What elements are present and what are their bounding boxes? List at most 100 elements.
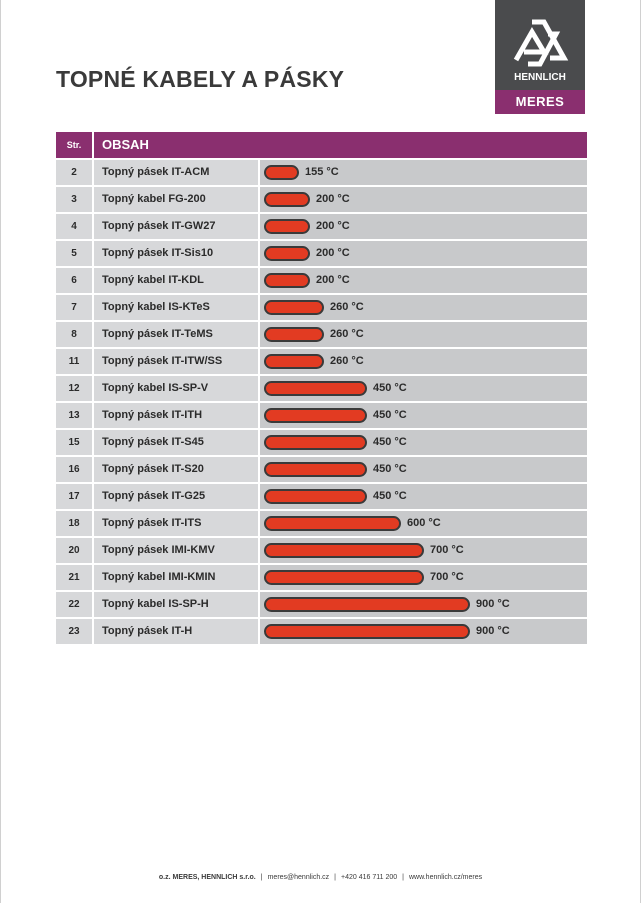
footer: o.z. MERES, HENNLICH s.r.o. | meres@hennli… <box>158 874 483 881</box>
row-temperature-cell: 450 °C <box>258 430 587 455</box>
table-row: 22 Topný kabel IS-SP-H 900 °C <box>56 592 587 617</box>
temperature-label: 260 °C <box>330 355 364 367</box>
table-row: 17 Topný pásek IT-G25 450 °C <box>56 484 587 509</box>
hennlich-logo-icon <box>513 19 569 67</box>
row-product-name: Topný pásek IT-TeMS <box>92 322 258 347</box>
footer-phone: +420 416 711 200 <box>341 874 398 881</box>
row-page-number: 6 <box>71 275 77 286</box>
row-product-name: Topný kabel IS-KTeS <box>92 295 258 320</box>
row-product-name: Topný kabel FG-200 <box>92 187 258 212</box>
row-temperature-cell: 450 °C <box>258 403 587 428</box>
row-temperature-cell: 700 °C <box>258 538 587 563</box>
row-temperature-cell: 155 °C <box>258 160 587 185</box>
table-row: 7 Topný kabel IS-KTeS 260 °C <box>56 295 587 320</box>
temperature-bar <box>264 570 424 585</box>
row-temperature-cell: 200 °C <box>258 214 587 239</box>
row-page-number: 13 <box>68 410 80 421</box>
temperature-bar <box>264 192 310 207</box>
temperature-label: 700 °C <box>430 571 464 583</box>
page-title: TOPNÉ KABELY A PÁSKY <box>56 66 345 92</box>
temperature-bar <box>264 597 470 612</box>
temperature-bar <box>264 462 367 477</box>
temperature-label: 600 °C <box>407 517 441 529</box>
table-row: 4 Topný pásek IT-GW27 200 °C <box>56 214 587 239</box>
hennlich-meres-logo: HENNLICH MERES <box>495 0 585 114</box>
temperature-label: 200 °C <box>316 220 350 232</box>
row-product-name: Topný kabel IMI-KMIN <box>92 565 258 590</box>
contents-table: Str. OBSAH 2 Topný pásek IT-ACM 155 °C 3 Top… <box>56 132 587 644</box>
row-temperature-cell: 260 °C <box>258 349 587 374</box>
table-row: 11 Topný pásek IT-ITW/SS 260 °C <box>56 349 587 374</box>
temperature-label: 450 °C <box>373 382 407 394</box>
row-temperature-cell: 200 °C <box>258 241 587 266</box>
temperature-label: 200 °C <box>316 193 350 205</box>
row-product-name: Topný kabel IS-SP-H <box>92 592 258 617</box>
row-page-number: 8 <box>71 329 77 340</box>
row-page-number: 15 <box>68 437 80 448</box>
table-row: 15 Topný pásek IT-S45 450 °C <box>56 430 587 455</box>
row-page-number: 22 <box>68 599 80 610</box>
temperature-label: 200 °C <box>316 274 350 286</box>
footer-web[interactable]: www.hennlich.cz/meres <box>408 874 483 881</box>
row-page-number: 17 <box>68 491 80 502</box>
row-product-name: Topný pásek IT-S45 <box>92 430 258 455</box>
table-row: 3 Topný kabel FG-200 200 °C <box>56 187 587 212</box>
row-temperature-cell: 600 °C <box>258 511 587 536</box>
row-product-name: Topný pásek IT-ACM <box>92 160 258 185</box>
header-contents-label: OBSAH <box>92 132 587 158</box>
temperature-bar <box>264 273 310 288</box>
row-temperature-cell: 260 °C <box>258 295 587 320</box>
row-product-name: Topný pásek IT-Sis10 <box>92 241 258 266</box>
table-row: 23 Topný pásek IT-H 900 °C <box>56 619 587 644</box>
temperature-label: 450 °C <box>373 490 407 502</box>
row-page-number: 2 <box>71 167 77 178</box>
table-header: Str. OBSAH <box>56 132 587 158</box>
row-page-number: 20 <box>68 545 80 556</box>
temperature-label: 900 °C <box>476 598 510 610</box>
row-temperature-cell: 450 °C <box>258 457 587 482</box>
table-row: 20 Topný pásek IMI-KMV 700 °C <box>56 538 587 563</box>
temperature-label: 260 °C <box>330 328 364 340</box>
table-row: 18 Topný pásek IT-ITS 600 °C <box>56 511 587 536</box>
logo-division-text: MERES <box>495 90 585 114</box>
row-temperature-cell: 200 °C <box>258 268 587 293</box>
row-product-name: Topný pásek IT-G25 <box>92 484 258 509</box>
table-row: 21 Topný kabel IMI-KMIN 700 °C <box>56 565 587 590</box>
row-product-name: Topný pásek IT-H <box>92 619 258 644</box>
temperature-label: 700 °C <box>430 544 464 556</box>
logo-brand-text: HENNLICH <box>514 72 566 83</box>
row-page-number: 21 <box>68 572 80 583</box>
row-page-number: 4 <box>71 221 77 232</box>
table-row: 12 Topný kabel IS-SP-V 450 °C <box>56 376 587 401</box>
footer-email[interactable]: meres@hennlich.cz <box>267 874 330 881</box>
row-product-name: Topný kabel IS-SP-V <box>92 376 258 401</box>
row-temperature-cell: 450 °C <box>258 376 587 401</box>
temperature-bar <box>264 543 424 558</box>
row-product-name: Topný pásek IT-S20 <box>92 457 258 482</box>
row-page-number: 23 <box>68 626 80 637</box>
table-row: 2 Topný pásek IT-ACM 155 °C <box>56 160 587 185</box>
temperature-label: 155 °C <box>305 166 339 178</box>
temperature-bar <box>264 246 310 261</box>
temperature-bar <box>264 624 470 639</box>
temperature-bar <box>264 381 367 396</box>
table-row: 13 Topný pásek IT-ITH 450 °C <box>56 403 587 428</box>
row-product-name: Topný pásek IT-ITW/SS <box>92 349 258 374</box>
row-temperature-cell: 700 °C <box>258 565 587 590</box>
row-page-number: 11 <box>68 356 80 367</box>
row-product-name: Topný pásek IT-ITH <box>92 403 258 428</box>
row-page-number: 5 <box>71 248 77 259</box>
temperature-bar <box>264 435 367 450</box>
row-page-number: 7 <box>71 302 77 313</box>
temperature-label: 450 °C <box>373 436 407 448</box>
temperature-bar <box>264 408 367 423</box>
temperature-label: 450 °C <box>373 409 407 421</box>
temperature-bar <box>264 327 324 342</box>
row-page-number: 12 <box>68 383 80 394</box>
table-row: 5 Topný pásek IT-Sis10 200 °C <box>56 241 587 266</box>
row-temperature-cell: 200 °C <box>258 187 587 212</box>
table-row: 6 Topný kabel IT-KDL 200 °C <box>56 268 587 293</box>
temperature-label: 900 °C <box>476 625 510 637</box>
table-row: 16 Topný pásek IT-S20 450 °C <box>56 457 587 482</box>
temperature-bar <box>264 219 310 234</box>
